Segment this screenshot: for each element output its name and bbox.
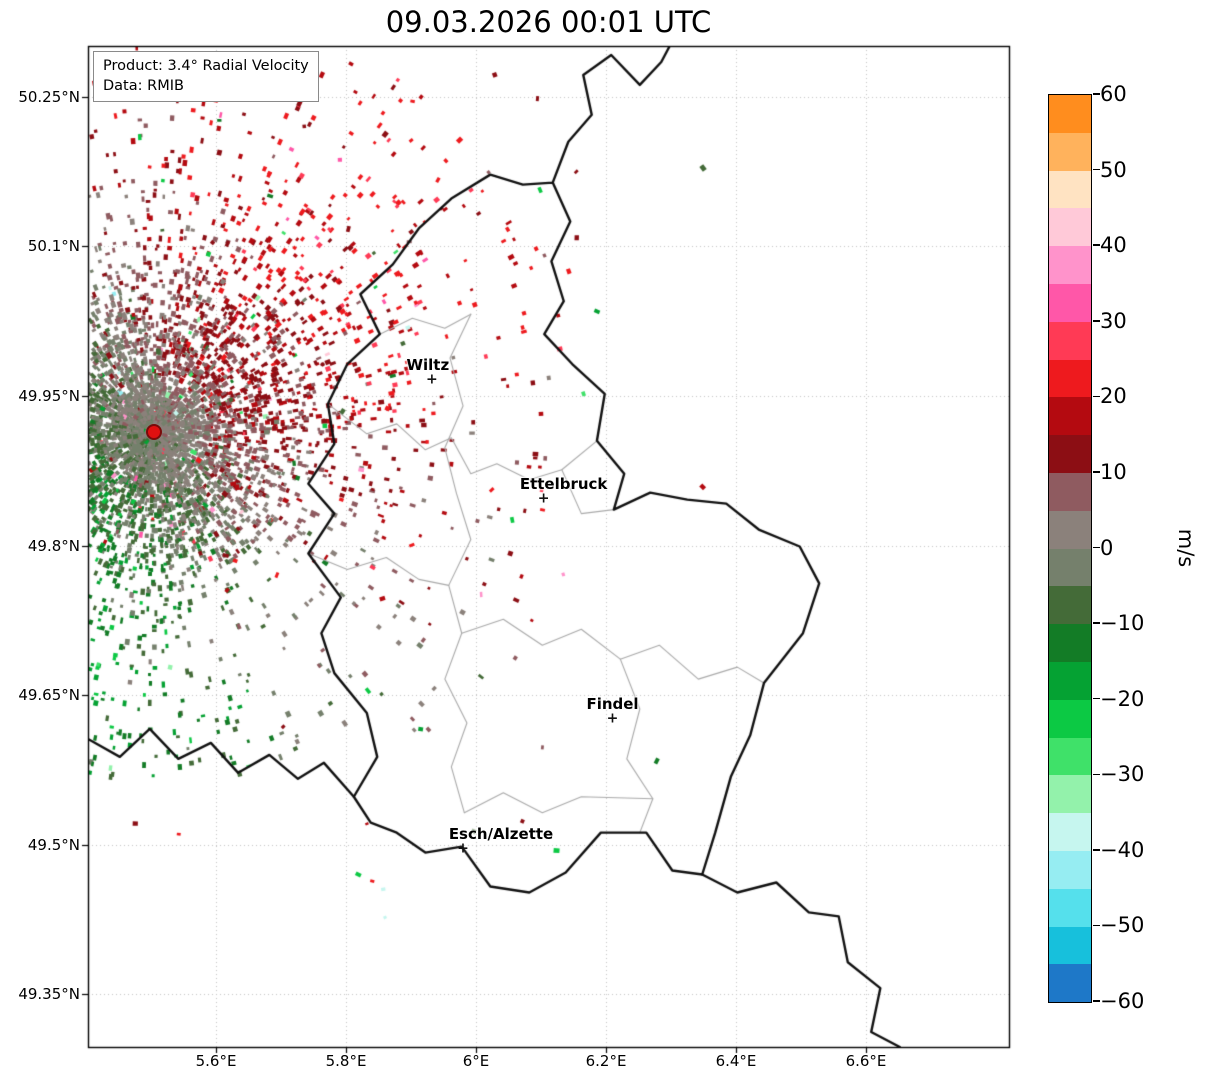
colorbar-tick-label: −50 xyxy=(1100,913,1145,938)
colorbar-tick-label: −10 xyxy=(1100,611,1145,636)
colorbar-tick-mark xyxy=(1093,1000,1100,1002)
colorbar-tick-mark xyxy=(1093,924,1100,927)
lon-tick-label: 5.6°E xyxy=(195,1052,237,1070)
colorbar-segment xyxy=(1049,661,1091,700)
info-source-line: Data: RMIB xyxy=(103,78,184,95)
colorbar-segment xyxy=(1049,926,1091,965)
plot-title: 09.03.2026 00:01 UTC xyxy=(385,5,712,39)
colorbar-segment xyxy=(1049,95,1091,133)
colorbar-tick-label: −40 xyxy=(1100,837,1145,862)
lat-tick-label: 49.5°N xyxy=(27,835,80,854)
colorbar-tick-mark xyxy=(1093,168,1100,171)
lat-tick-label: 50.25°N xyxy=(18,87,80,106)
colorbar-tick-mark xyxy=(1093,697,1100,700)
colorbar-tick-mark xyxy=(1093,320,1100,322)
colorbar-segment xyxy=(1049,132,1091,171)
colorbar-gradient xyxy=(1048,94,1092,1003)
lon-tick-label: 6.6°E xyxy=(845,1052,887,1070)
lon-tick-label: 6.2°E xyxy=(585,1052,627,1070)
colorbar-tick-mark xyxy=(1093,773,1100,775)
colorbar-tick-label: 10 xyxy=(1100,459,1127,484)
colorbar-segment xyxy=(1049,775,1091,814)
colorbar-tick-label: −30 xyxy=(1100,762,1145,787)
colorbar-segment xyxy=(1049,813,1091,851)
city-label: Findel xyxy=(586,694,639,713)
colorbar-tick-label: 50 xyxy=(1100,157,1127,182)
city-marker-icon: + xyxy=(457,840,469,857)
radar-site-marker xyxy=(145,424,162,441)
info-product-line: Product: 3.4° Radial Velocity xyxy=(103,58,309,74)
colorbar-tick-mark xyxy=(1093,244,1100,246)
colorbar-unit-label: m/s xyxy=(1174,528,1198,568)
colorbar-segment xyxy=(1049,170,1091,209)
colorbar-tick-mark xyxy=(1093,395,1100,398)
colorbar-tick-mark xyxy=(1093,849,1100,851)
colorbar-tick-label: 60 xyxy=(1100,82,1127,106)
colorbar-segment xyxy=(1049,737,1091,776)
colorbar-tick-mark xyxy=(1093,622,1100,624)
colorbar-tick-label: 20 xyxy=(1100,384,1127,409)
colorbar-tick-mark xyxy=(1093,546,1100,549)
colorbar-segment xyxy=(1049,586,1091,625)
city-label: Wiltz xyxy=(406,355,450,374)
lon-tick-label: 6.4°E xyxy=(715,1052,757,1070)
colorbar-segment xyxy=(1049,624,1091,662)
colorbar-segment xyxy=(1049,397,1091,436)
lat-tick-label: 49.35°N xyxy=(18,985,80,1004)
lon-tick-label: 5.8°E xyxy=(325,1052,367,1070)
city-marker-icon: + xyxy=(606,710,619,727)
colorbar-segment xyxy=(1049,510,1091,549)
colorbar-segment xyxy=(1049,359,1091,398)
colorbar-segment xyxy=(1049,283,1091,322)
colorbar-segment xyxy=(1049,888,1091,927)
city-marker-icon: + xyxy=(425,371,438,388)
city-label: Ettelbruck xyxy=(519,474,608,493)
colorbar-segment xyxy=(1049,435,1091,473)
lon-tick-label: 6°E xyxy=(462,1052,490,1070)
city-marker-icon: + xyxy=(537,490,550,507)
colorbar-tick-label: −60 xyxy=(1100,989,1145,1013)
colorbar-tick-label: −20 xyxy=(1100,686,1145,711)
colorbar-segment xyxy=(1049,850,1091,889)
lat-tick-label: 49.65°N xyxy=(18,686,80,705)
colorbar-tick-mark xyxy=(1093,93,1100,95)
colorbar-segment xyxy=(1049,208,1091,247)
colorbar-tick-mark xyxy=(1093,471,1100,473)
lat-tick-label: 50.1°N xyxy=(27,237,80,256)
colorbar-segment xyxy=(1049,321,1091,360)
colorbar-segment xyxy=(1049,472,1091,511)
info-box: Product: 3.4° Radial Velocity Data: RMIB xyxy=(93,51,319,102)
colorbar-tick-label: 40 xyxy=(1100,233,1127,258)
colorbar-segment xyxy=(1049,548,1091,587)
colorbar-segment xyxy=(1049,964,1091,1003)
colorbar-tick-label: 0 xyxy=(1100,535,1114,560)
colorbar-segment xyxy=(1049,246,1091,284)
city-label: Esch/Alzette xyxy=(448,824,554,843)
lat-tick-label: 49.8°N xyxy=(27,536,80,555)
colorbar-segment xyxy=(1049,699,1091,738)
colorbar-tick-label: 30 xyxy=(1100,308,1127,333)
lat-tick-label: 49.95°N xyxy=(18,386,80,405)
